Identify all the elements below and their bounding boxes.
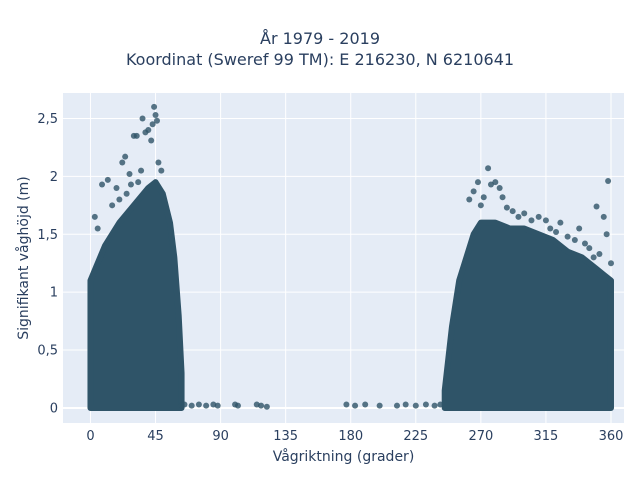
scatter-point xyxy=(607,260,614,267)
scatter-point xyxy=(104,176,111,183)
y-axis-label: Signifikant våghöjd (m) xyxy=(15,176,32,339)
scatter-point xyxy=(152,112,159,118)
chart-title: År 1979 - 2019 xyxy=(260,29,380,48)
scatter-point xyxy=(109,202,116,209)
dense-region-2 xyxy=(441,219,614,411)
scatter-point xyxy=(509,208,516,215)
y-tick-label: 2 xyxy=(50,170,58,185)
y-tick-label: 0 xyxy=(50,401,58,416)
scatter-point xyxy=(477,202,484,209)
scatter-point xyxy=(422,401,429,408)
scatter-point xyxy=(528,217,535,224)
scatter-point xyxy=(503,204,510,211)
scatter-point xyxy=(586,245,593,252)
scatter-point xyxy=(127,181,134,188)
scatter-point xyxy=(138,167,145,174)
scatter-point xyxy=(485,165,492,172)
y-tick-label: 0,5 xyxy=(37,344,58,359)
scatter-point xyxy=(571,237,578,244)
scatter-point xyxy=(149,121,156,128)
scatter-point xyxy=(352,402,359,409)
scatter-point xyxy=(499,194,506,201)
scatter-point xyxy=(126,171,133,178)
scatter-point xyxy=(376,402,383,409)
scatter-point xyxy=(603,231,610,238)
scatter-point xyxy=(564,233,571,240)
x-tick-label: 45 xyxy=(147,429,164,444)
x-axis-ticks: 0 45 90 135 180 225 270 315 360 xyxy=(86,429,623,444)
scatter-point xyxy=(188,402,195,409)
chart-subtitle: Koordinat (Sweref 99 TM): E 216230, N 62… xyxy=(125,50,515,69)
dense-point-clouds xyxy=(87,179,614,411)
x-tick-label: 135 xyxy=(273,429,298,444)
scatter-point xyxy=(145,127,152,134)
scatter-point xyxy=(214,402,221,409)
x-tick-label: 180 xyxy=(338,429,363,444)
x-tick-label: 225 xyxy=(403,429,428,444)
scatter-point xyxy=(431,402,438,409)
x-tick-label: 270 xyxy=(468,429,493,444)
scatter-point xyxy=(437,401,444,408)
scatter-point xyxy=(155,159,162,166)
y-axis-ticks: 0 0,5 1 1,5 2 2,5 xyxy=(37,112,58,416)
dense-region-1 xyxy=(87,179,185,411)
scatter-point xyxy=(393,402,400,409)
scatter-point xyxy=(492,179,499,186)
scatter-point xyxy=(119,159,126,166)
scatter-points xyxy=(91,103,614,410)
scatter-point xyxy=(600,213,607,220)
scatter-point xyxy=(99,181,106,188)
scatter-point xyxy=(557,219,564,226)
scatter-point xyxy=(122,153,129,160)
scatter-point xyxy=(553,228,560,235)
x-tick-label: 360 xyxy=(599,429,624,444)
scatter-point xyxy=(480,194,487,201)
scatter-point xyxy=(343,401,350,408)
scatter-point xyxy=(133,132,140,139)
scatter-point xyxy=(91,213,98,220)
scatter-point xyxy=(123,190,130,197)
scatter-point xyxy=(151,103,158,110)
scatter-point xyxy=(362,401,369,408)
scatter-point xyxy=(412,402,419,409)
scatter-point xyxy=(496,184,503,191)
y-tick-label: 1 xyxy=(50,286,58,301)
scatter-point xyxy=(535,213,542,220)
scatter-point xyxy=(576,225,583,232)
scatter-point xyxy=(593,203,600,210)
scatter-point xyxy=(402,401,409,408)
y-tick-label: 1,5 xyxy=(37,228,58,243)
y-tick-label: 2,5 xyxy=(37,112,58,127)
scatter-point xyxy=(547,225,554,232)
x-tick-label: 315 xyxy=(534,429,559,444)
scatter-point xyxy=(234,402,241,409)
scatter-point xyxy=(521,210,528,217)
x-tick-label: 0 xyxy=(86,429,94,444)
scatter-point xyxy=(542,217,549,224)
scatter-point xyxy=(139,115,146,122)
scatter-point xyxy=(113,184,120,191)
scatter-point xyxy=(263,403,270,410)
scatter-point xyxy=(181,401,188,408)
scatter-point xyxy=(474,179,481,186)
scatter-point xyxy=(135,179,142,186)
scatter-point xyxy=(470,188,477,195)
scatter-point xyxy=(148,137,155,144)
scatter-point xyxy=(466,196,473,203)
scatter-point xyxy=(605,178,612,184)
x-axis-label: Vågriktning (grader) xyxy=(273,448,415,465)
scatter-point xyxy=(203,402,210,409)
scatter-point xyxy=(153,117,160,124)
scatter-point xyxy=(258,402,265,409)
scatter-point xyxy=(581,240,588,247)
x-tick-label: 90 xyxy=(212,429,229,444)
scatter-point xyxy=(158,167,165,174)
scatter-point xyxy=(590,254,597,261)
scatter-point xyxy=(515,213,522,220)
scatter-point xyxy=(195,401,202,408)
scatter-point xyxy=(94,225,101,232)
scatter-point xyxy=(596,250,603,257)
scatter-point xyxy=(116,196,123,203)
